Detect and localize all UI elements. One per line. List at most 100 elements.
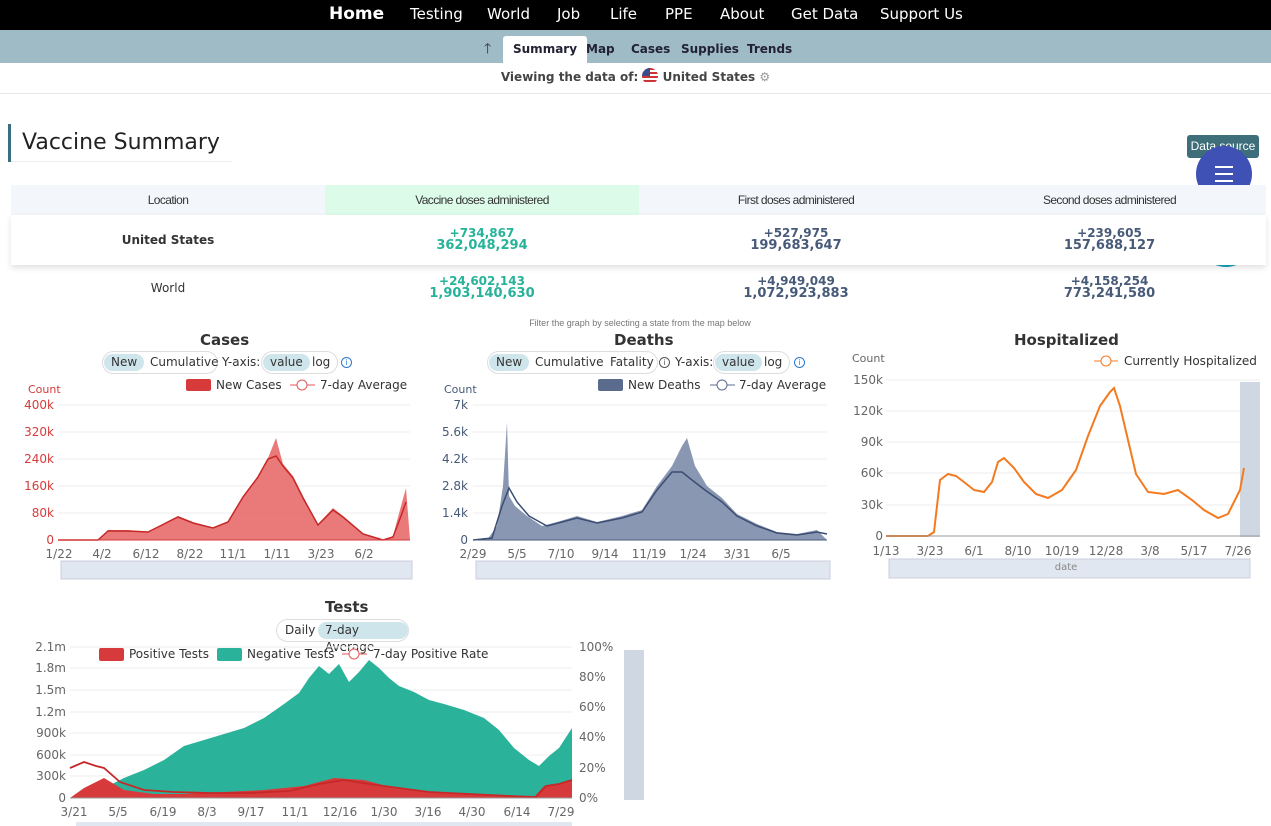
info-icon[interactable]: i bbox=[794, 357, 805, 368]
grid bbox=[473, 404, 827, 514]
tests-zoom-slider[interactable] bbox=[76, 822, 572, 826]
divider bbox=[0, 93, 1271, 94]
nav-home[interactable]: Home bbox=[329, 4, 385, 24]
nav-life[interactable]: Life bbox=[610, 5, 638, 23]
cases-mode-toggle: New Cumulative bbox=[102, 351, 219, 374]
gear-icon[interactable]: ⚙ bbox=[759, 70, 771, 84]
y-axis-title: Count bbox=[444, 383, 477, 396]
viewing-label: Viewing the data of: bbox=[500, 70, 639, 84]
delta-value: +734,867 bbox=[449, 226, 515, 240]
info-icon[interactable]: i bbox=[659, 357, 670, 368]
tab-map[interactable]: Map bbox=[586, 42, 615, 56]
y2-tick: 20% bbox=[579, 761, 606, 775]
arrow-up-icon[interactable]: 🡑 bbox=[484, 40, 492, 56]
y2-tick: 60% bbox=[579, 700, 606, 714]
x-tick: 4/30 bbox=[459, 805, 486, 819]
y-tick: 320k bbox=[24, 425, 54, 439]
x-tick: 6/14 bbox=[504, 805, 531, 819]
legend-swatch bbox=[99, 648, 124, 661]
y-tick: 120k bbox=[853, 404, 883, 418]
y2-ticks: 100% 80% 60% 40% 20% 0% bbox=[579, 640, 613, 805]
deaths-average-line bbox=[472, 471, 828, 541]
legend-label: 7-day Average bbox=[739, 378, 826, 392]
hospitalized-range-handle[interactable] bbox=[1240, 382, 1260, 537]
x-ticks: 2/29 5/5 7/10 9/14 11/19 1/24 3/31 6/5 bbox=[460, 547, 791, 561]
header-location[interactable]: Location bbox=[11, 185, 325, 215]
deaths-log-button[interactable]: log bbox=[764, 355, 783, 369]
hospitalized-chart[interactable]: Currently Hospitalized Count 150k 120k 9… bbox=[848, 350, 1268, 580]
y-tick: 80k bbox=[32, 506, 54, 520]
tests-average-button[interactable]: 7-day Average bbox=[318, 622, 408, 654]
x-tick: 6/12 bbox=[133, 547, 160, 561]
tests-daily-button[interactable]: Daily bbox=[285, 623, 316, 637]
legend-label: New Cases bbox=[216, 378, 282, 392]
y2-tick: 100% bbox=[579, 640, 613, 654]
x-tick: 7/29 bbox=[548, 805, 575, 819]
deaths-zoom-slider[interactable] bbox=[475, 560, 831, 580]
x-ticks: 3/21 5/5 6/19 8/3 9/17 11/1 12/16 1/30 3… bbox=[61, 805, 575, 819]
y-tick: 7k bbox=[453, 398, 468, 412]
deaths-new-button[interactable]: New bbox=[489, 354, 530, 371]
y-ticks: 2.1m 1.8m 1.5m 1.2m 900k 600k 300k 0 bbox=[35, 640, 66, 805]
x-tick: 1/24 bbox=[680, 547, 707, 561]
x-tick: 1/30 bbox=[371, 805, 398, 819]
y2-tick: 40% bbox=[579, 730, 606, 744]
y-tick: 1.2m bbox=[35, 705, 66, 719]
cases-chart[interactable]: New Cases 7-day Average Count 400k 320k … bbox=[18, 376, 418, 586]
tests-range-handle[interactable] bbox=[624, 650, 644, 800]
legend-marker bbox=[1100, 355, 1112, 367]
info-icon[interactable]: i bbox=[341, 357, 352, 368]
first-dose-cell: +4,949,049 1,072,923,883 bbox=[639, 275, 953, 300]
deaths-bars bbox=[473, 422, 827, 540]
x-tick: 7/10 bbox=[548, 547, 575, 561]
y-tick: 2.1m bbox=[35, 640, 66, 654]
y2-tick: 0% bbox=[579, 791, 598, 805]
table-row[interactable]: United States +734,867 362,048,294 +527,… bbox=[11, 215, 1266, 265]
nav-support-us[interactable]: Support Us bbox=[880, 5, 963, 23]
nav-about[interactable]: About bbox=[720, 5, 765, 23]
nav-world[interactable]: World bbox=[487, 5, 530, 23]
y-ticks: 400k 320k 240k 160k 80k 0 bbox=[24, 398, 54, 547]
first-dose-cell: +527,975 199,683,647 bbox=[639, 227, 953, 252]
nav-ppe[interactable]: PPE bbox=[665, 5, 693, 23]
y-tick: 150k bbox=[853, 373, 883, 387]
tab-summary[interactable]: Summary bbox=[503, 36, 588, 63]
nav-job[interactable]: Job bbox=[557, 5, 581, 23]
y-tick: 240k bbox=[24, 452, 54, 466]
x-tick: 5/5 bbox=[108, 805, 127, 819]
row-location: World bbox=[150, 281, 186, 295]
viewing-place[interactable]: United States bbox=[662, 70, 756, 84]
cases-zoom-slider[interactable] bbox=[60, 560, 413, 580]
tab-supplies[interactable]: Supplies bbox=[681, 42, 739, 56]
header-vaccine-doses[interactable]: Vaccine doses administered bbox=[325, 185, 639, 215]
x-tick: 6/19 bbox=[150, 805, 177, 819]
delta-value: +4,949,049 bbox=[757, 274, 835, 288]
nav-testing[interactable]: Testing bbox=[410, 5, 463, 23]
tab-trends[interactable]: Trends bbox=[747, 42, 793, 56]
cases-new-button[interactable]: New bbox=[104, 354, 145, 371]
x-tick: 3/8 bbox=[1140, 544, 1159, 558]
deaths-fatality-button[interactable]: Fatality bbox=[610, 355, 654, 369]
cases-scale-toggle: value log bbox=[261, 351, 338, 374]
y-axis-title: Count bbox=[852, 352, 885, 365]
deaths-value-button[interactable]: value bbox=[715, 354, 762, 371]
deaths-scale-toggle: value log bbox=[713, 351, 790, 374]
header-first-doses[interactable]: First doses administered bbox=[639, 185, 953, 215]
y-tick: 0 bbox=[58, 791, 66, 805]
nav-get-data[interactable]: Get Data bbox=[791, 5, 859, 23]
deaths-cumulative-button[interactable]: Cumulative bbox=[535, 355, 604, 369]
vaccine-cell: +734,867 362,048,294 bbox=[325, 227, 639, 252]
sub-nav: 🡑 Summary Map Cases Supplies Trends bbox=[0, 30, 1271, 63]
yaxis-label: Y-axis: bbox=[222, 355, 261, 369]
hospitalized-zoom-slider[interactable] bbox=[888, 558, 1251, 579]
header-second-doses[interactable]: Second doses administered bbox=[953, 185, 1266, 215]
tests-chart[interactable]: Positive Tests Negative Tests 7-day Posi… bbox=[24, 638, 654, 826]
deaths-chart[interactable]: New Deaths 7-day Average Count 7k 5.6k 4… bbox=[437, 376, 837, 586]
cases-bars bbox=[58, 438, 410, 540]
cases-cumulative-button[interactable]: Cumulative bbox=[150, 355, 219, 369]
cases-log-button[interactable]: log bbox=[312, 355, 331, 369]
total-value: 773,241,580 bbox=[1063, 286, 1156, 301]
cases-value-button[interactable]: value bbox=[263, 354, 310, 371]
tab-cases[interactable]: Cases bbox=[631, 42, 671, 56]
x-tick: 1/11 bbox=[264, 547, 291, 561]
